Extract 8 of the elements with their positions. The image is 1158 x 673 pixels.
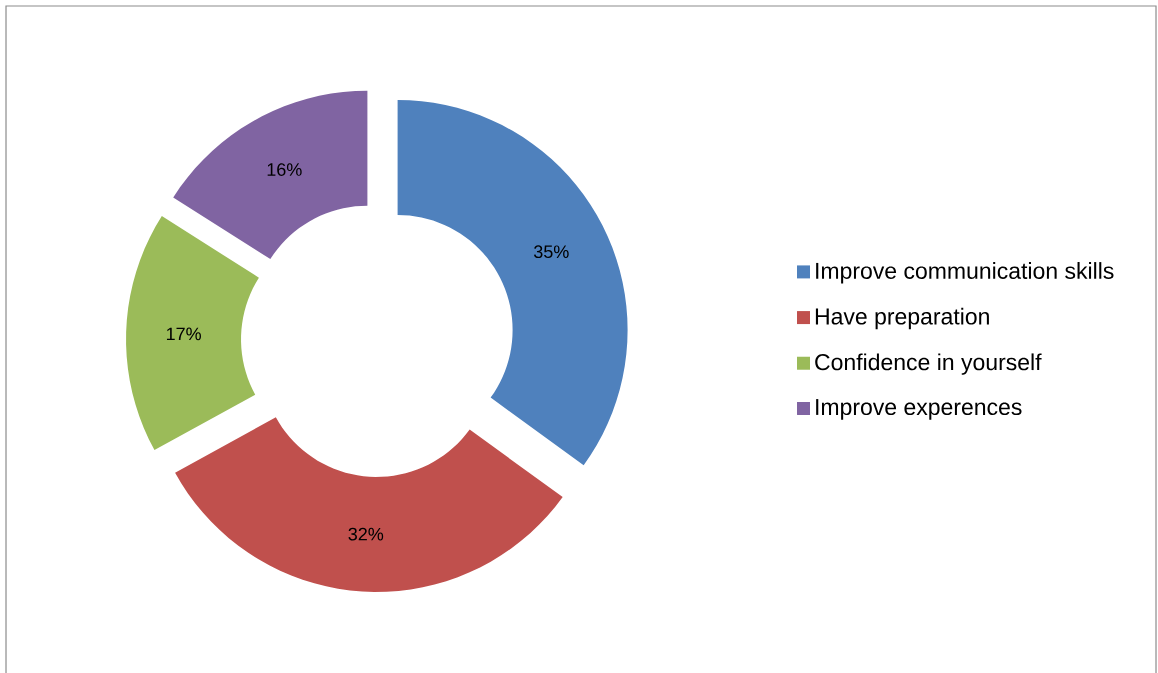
legend-label: Confidence in yourself <box>815 353 1042 375</box>
legend-label: Have preparation <box>815 307 989 330</box>
data-label: 32% <box>348 527 384 541</box>
data-label: 17% <box>166 327 201 341</box>
legend-label: Improve communication skills <box>816 262 1114 284</box>
legend-label: Improve experences <box>816 399 1022 420</box>
data-label: 35% <box>533 245 569 259</box>
data-label: 16% <box>267 163 302 176</box>
